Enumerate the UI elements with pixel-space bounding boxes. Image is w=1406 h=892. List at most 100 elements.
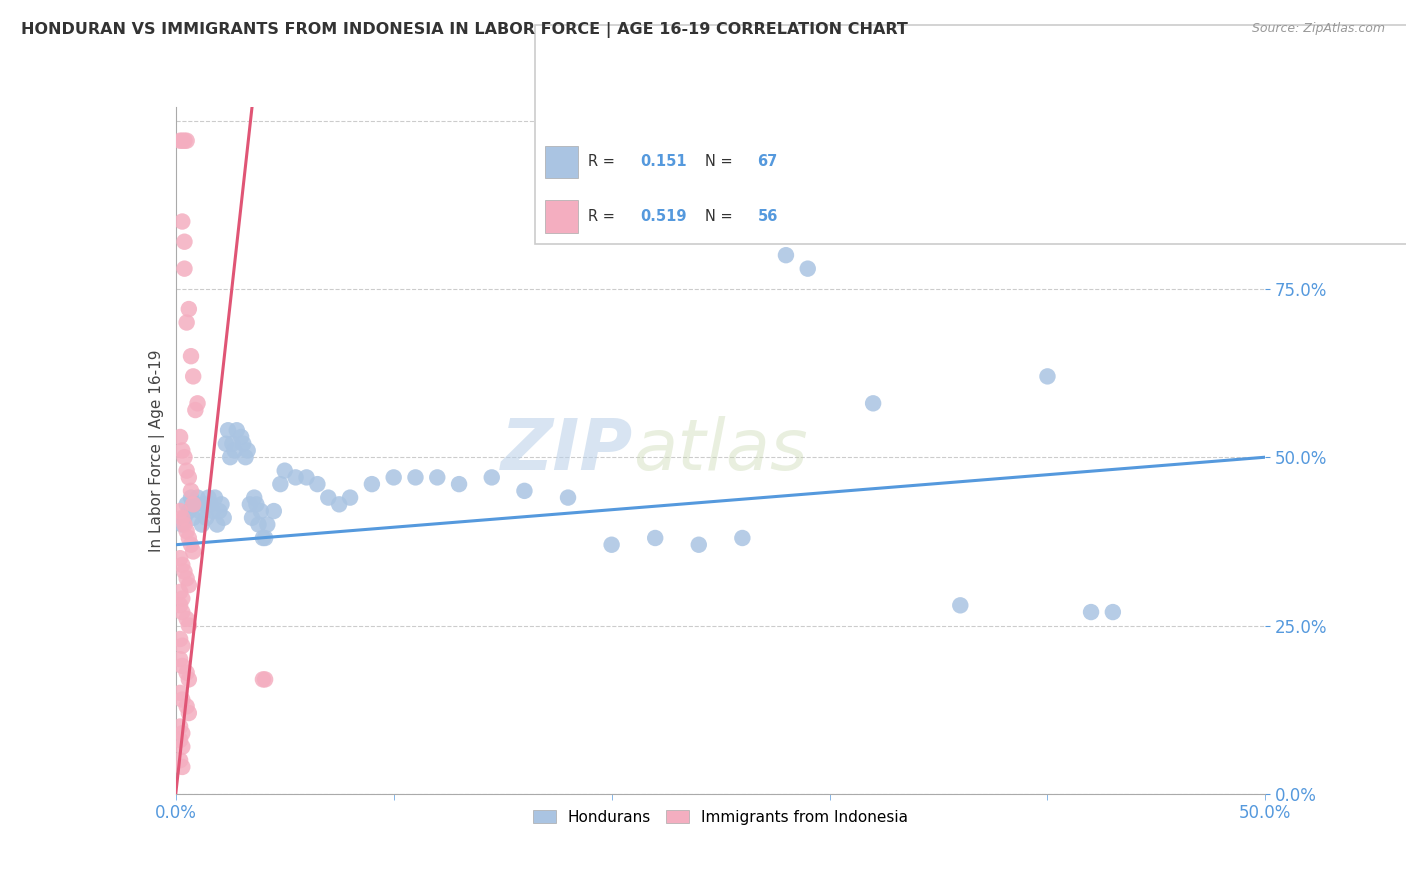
Point: [232, 436, 254, 450]
Point: [796, 261, 818, 276]
Point: [252, 673, 274, 687]
Point: [172, 510, 194, 524]
Point: [225, 423, 247, 437]
Point: [177, 301, 200, 316]
Point: [295, 470, 318, 484]
Point: [172, 726, 194, 740]
Point: [181, 510, 204, 524]
Point: [269, 477, 291, 491]
Point: [176, 497, 198, 511]
Point: [240, 510, 263, 524]
Point: [169, 632, 191, 646]
Point: [236, 443, 259, 458]
Point: [181, 544, 204, 558]
Point: [176, 134, 198, 148]
Point: [447, 477, 470, 491]
Point: [256, 517, 278, 532]
Point: [328, 497, 350, 511]
Point: [180, 349, 202, 363]
Point: [169, 134, 191, 148]
Point: [181, 369, 204, 384]
Point: [211, 497, 233, 511]
Point: [172, 760, 194, 774]
Point: [481, 470, 503, 484]
Point: [191, 517, 214, 532]
Point: [173, 565, 195, 579]
Point: [176, 464, 198, 478]
Point: [239, 497, 262, 511]
Point: [173, 261, 195, 276]
Point: [195, 510, 218, 524]
Point: [201, 504, 224, 518]
Point: [186, 396, 209, 410]
Point: [688, 538, 710, 552]
Point: [254, 673, 277, 687]
Point: [249, 504, 271, 518]
Point: [184, 497, 207, 511]
Point: [172, 605, 194, 619]
Text: Source: ZipAtlas.com: Source: ZipAtlas.com: [1251, 22, 1385, 36]
Point: [217, 423, 239, 437]
Text: ZIP: ZIP: [501, 416, 633, 485]
Point: [1102, 605, 1125, 619]
Point: [193, 497, 215, 511]
Point: [197, 491, 219, 505]
Point: [176, 699, 198, 714]
Point: [172, 591, 194, 606]
Point: [339, 491, 361, 505]
Point: [172, 739, 194, 754]
Point: [181, 497, 204, 511]
Point: [208, 504, 231, 518]
Point: [204, 491, 226, 505]
Point: [169, 585, 191, 599]
Point: [172, 692, 194, 706]
Point: [169, 551, 191, 566]
Point: [173, 510, 195, 524]
Point: [172, 443, 194, 458]
Point: [731, 531, 754, 545]
Point: [775, 248, 797, 262]
Point: [172, 134, 194, 148]
Point: [219, 450, 242, 465]
Point: [862, 396, 884, 410]
Point: [176, 665, 198, 680]
Point: [173, 235, 195, 249]
Point: [231, 430, 253, 444]
Point: [172, 214, 194, 228]
Point: [600, 538, 623, 552]
Point: [180, 491, 202, 505]
Point: [172, 517, 194, 532]
Point: [173, 517, 195, 532]
Point: [360, 477, 382, 491]
Point: [173, 450, 195, 465]
Point: [243, 491, 266, 505]
Point: [224, 443, 246, 458]
Point: [184, 403, 207, 417]
Point: [205, 517, 228, 532]
Point: [263, 504, 285, 518]
Point: [169, 430, 191, 444]
Text: atlas: atlas: [633, 416, 808, 485]
Point: [557, 491, 579, 505]
Y-axis label: In Labor Force | Age 16-19: In Labor Force | Age 16-19: [149, 349, 165, 552]
Legend: Hondurans, Immigrants from Indonesia: Hondurans, Immigrants from Indonesia: [527, 804, 914, 830]
Point: [180, 538, 202, 552]
Point: [180, 483, 202, 498]
Point: [176, 316, 198, 330]
Point: [176, 571, 198, 585]
Point: [177, 706, 200, 720]
Point: [1080, 605, 1102, 619]
Point: [169, 599, 191, 613]
Point: [177, 578, 200, 592]
Point: [188, 504, 211, 518]
Text: HONDURAN VS IMMIGRANTS FROM INDONESIA IN LABOR FORCE | AGE 16-19 CORRELATION CHA: HONDURAN VS IMMIGRANTS FROM INDONESIA IN…: [21, 22, 908, 38]
Point: [177, 618, 200, 632]
Point: [172, 639, 194, 653]
Point: [382, 470, 405, 484]
Point: [176, 524, 198, 539]
Point: [274, 464, 297, 478]
Point: [221, 436, 243, 450]
Point: [426, 470, 449, 484]
Point: [173, 134, 195, 148]
Point: [513, 483, 536, 498]
